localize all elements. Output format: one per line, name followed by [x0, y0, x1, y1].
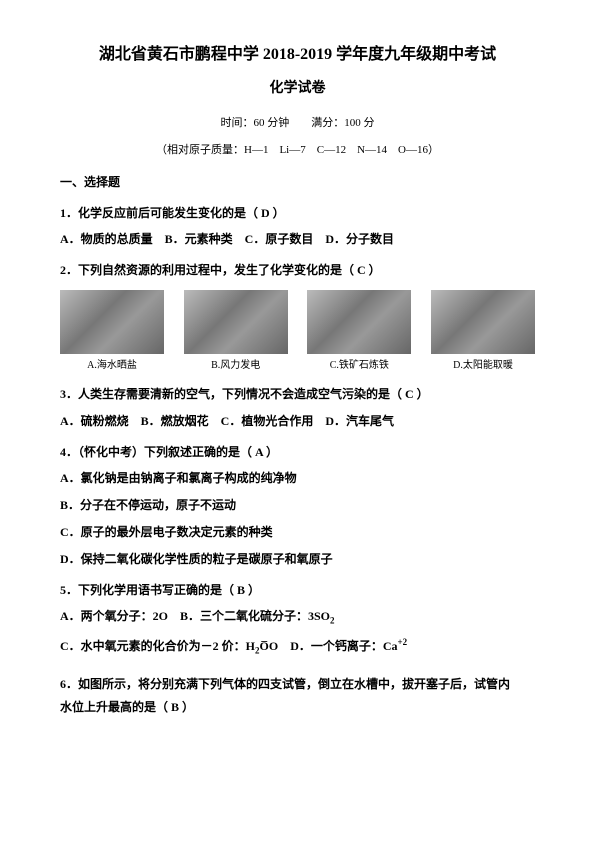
q2-cap-b: B.风力发电	[184, 356, 288, 375]
q4-opt-a: A．氯化钠是由钠离子和氯离子构成的纯净物	[60, 467, 535, 490]
page-title: 湖北省黄石市鹏程中学 2018-2019 学年度九年级期中考试	[60, 40, 535, 70]
q2-stem: 2．下列自然资源的利用过程中，发生了化学变化的是（ C ）	[60, 259, 535, 282]
q2-image-row: A.海水晒盐 B.风力发电 C.铁矿石炼铁 D.太阳能取暖	[60, 290, 535, 375]
q3-stem: 3．人类生存需要清新的空气，下列情况不会造成空气污染的是（ C ）	[60, 383, 535, 406]
q4-opt-c: C．原子的最外层电子数决定元素的种类	[60, 521, 535, 544]
q6-stem: 6．如图所示，将分别充满下列气体的四支试管，倒立在水槽中，拔开塞子后，试管内	[60, 673, 535, 696]
q5-l1-a: A．两个氧分子：2O B．三个二氧化硫分子：3SO	[60, 609, 330, 623]
q3-opts: A．硫粉燃烧 B．燃放烟花 C．植物光合作用 D．汽车尾气	[60, 410, 535, 433]
q5-l2-a: C．水中氧元素的化合价为－2 价：H	[60, 639, 255, 653]
atomic-masses: （相对原子质量：H—1 Li—7 C—12 N—14 O—16）	[60, 140, 535, 161]
q1-opts: A．物质的总质量 B．元素种类 C．原子数目 D．分子数目	[60, 228, 535, 251]
q5-line1: A．两个氧分子：2O B．三个二氧化硫分子：3SO2	[60, 605, 535, 629]
section-1-head: 一、选择题	[60, 171, 535, 194]
q5-stem: 5．下列化学用语书写正确的是（ B ）	[60, 579, 535, 602]
iron-smelting-image	[307, 290, 411, 354]
q4-opt-b: B．分子在不停运动，原子不运动	[60, 494, 535, 517]
q6-stem2: 水位上升最高的是（ B ）	[60, 696, 535, 719]
page-subtitle: 化学试卷	[60, 76, 535, 103]
q5-l2-obar: O̅	[260, 639, 269, 653]
q2-img-b: B.风力发电	[184, 290, 288, 375]
time-score: 时间：60 分钟 满分：100 分	[60, 113, 535, 134]
q5-l2-sup: +2	[398, 637, 408, 647]
solar-heating-image	[431, 290, 535, 354]
q2-cap-d: D.太阳能取暖	[431, 356, 535, 375]
q4-opt-d: D．保持二氧化碳化学性质的粒子是碳原子和氧原子	[60, 548, 535, 571]
q2-img-c: C.铁矿石炼铁	[307, 290, 411, 375]
q5-line2: C．水中氧元素的化合价为－2 价：H2O̅O D．一个钙离子：Ca+2	[60, 634, 535, 659]
q2-img-a: A.海水晒盐	[60, 290, 164, 375]
q5-l2-c: O D．一个钙离子：Ca	[269, 639, 398, 653]
q2-cap-a: A.海水晒盐	[60, 356, 164, 375]
wind-power-image	[184, 290, 288, 354]
sea-salt-image	[60, 290, 164, 354]
q4-stem: 4．（怀化中考）下列叙述正确的是（ A ）	[60, 441, 535, 464]
q1-stem: 1．化学反应前后可能发生变化的是（ D ）	[60, 202, 535, 225]
q5-l1-sub: 2	[330, 616, 335, 626]
q2-cap-c: C.铁矿石炼铁	[307, 356, 411, 375]
q2-img-d: D.太阳能取暖	[431, 290, 535, 375]
